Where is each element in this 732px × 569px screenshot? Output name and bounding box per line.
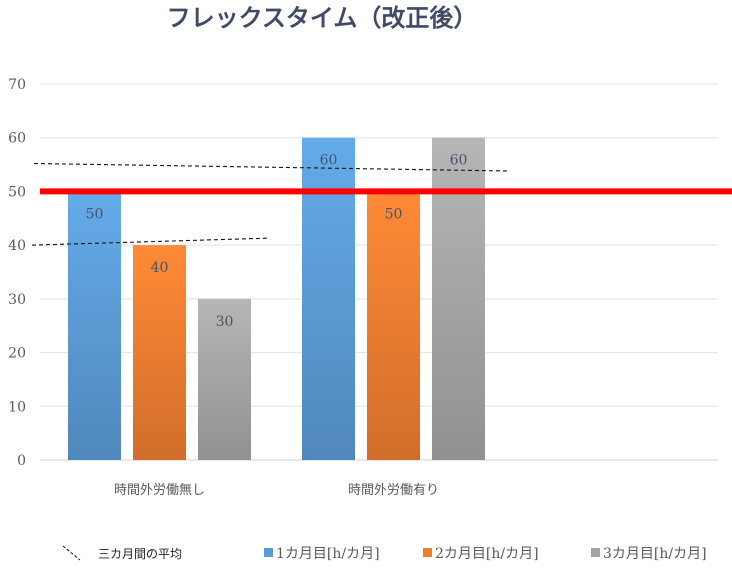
- x-category-label: 時間外労働無し: [114, 483, 205, 498]
- legend-label: 1カ月目[h/カ月]: [276, 546, 380, 562]
- legend-swatch: [264, 548, 273, 557]
- y-tick-label: 50: [8, 184, 26, 200]
- legend-label: 2カ月目[h/カ月]: [435, 546, 539, 562]
- legend: 三カ月間の平均 1カ月目[h/カ月] 2カ月目[h/カ月] 3カ月目[h/カ月]: [62, 545, 707, 562]
- x-axis: 時間外労働無し 時間外労働有り: [114, 483, 439, 498]
- data-label: 50: [385, 206, 403, 222]
- data-label: 50: [86, 206, 104, 222]
- average-trend-lines: [31, 162, 511, 246]
- y-tick-label: 20: [8, 346, 26, 362]
- legend-swatch: [591, 548, 600, 557]
- y-tick-label: 70: [8, 77, 26, 93]
- legend-label: 3カ月目[h/カ月]: [603, 546, 707, 562]
- x-category-label: 時間外労働有り: [348, 483, 439, 498]
- chart-title: フレックスタイム（改正後）: [167, 3, 478, 32]
- data-label: 30: [216, 314, 234, 330]
- average-trend-line: [33, 162, 511, 172]
- legend-trend-label: 三カ月間の平均: [98, 547, 182, 561]
- y-axis: 0 10 20 30 40 50 60 70: [8, 77, 26, 469]
- bar: [68, 191, 121, 460]
- bar: [302, 137, 355, 460]
- legend-trend-swatch: [62, 545, 81, 561]
- average-trend-line: [31, 237, 269, 246]
- y-tick-label: 60: [8, 131, 26, 147]
- y-tick-label: 30: [8, 292, 26, 308]
- data-labels: 50 40 30 60 50 60: [86, 153, 468, 330]
- y-tick-label: 0: [17, 453, 26, 469]
- bar: [133, 245, 186, 460]
- data-label: 60: [320, 153, 338, 169]
- y-tick-label: 40: [8, 238, 26, 254]
- data-label: 40: [151, 260, 169, 276]
- y-tick-label: 10: [8, 399, 26, 415]
- bar: [198, 298, 251, 460]
- bar: [367, 191, 420, 460]
- legend-swatch: [423, 548, 432, 557]
- data-label: 60: [450, 153, 468, 169]
- bars: [68, 137, 485, 460]
- bar: [432, 137, 485, 460]
